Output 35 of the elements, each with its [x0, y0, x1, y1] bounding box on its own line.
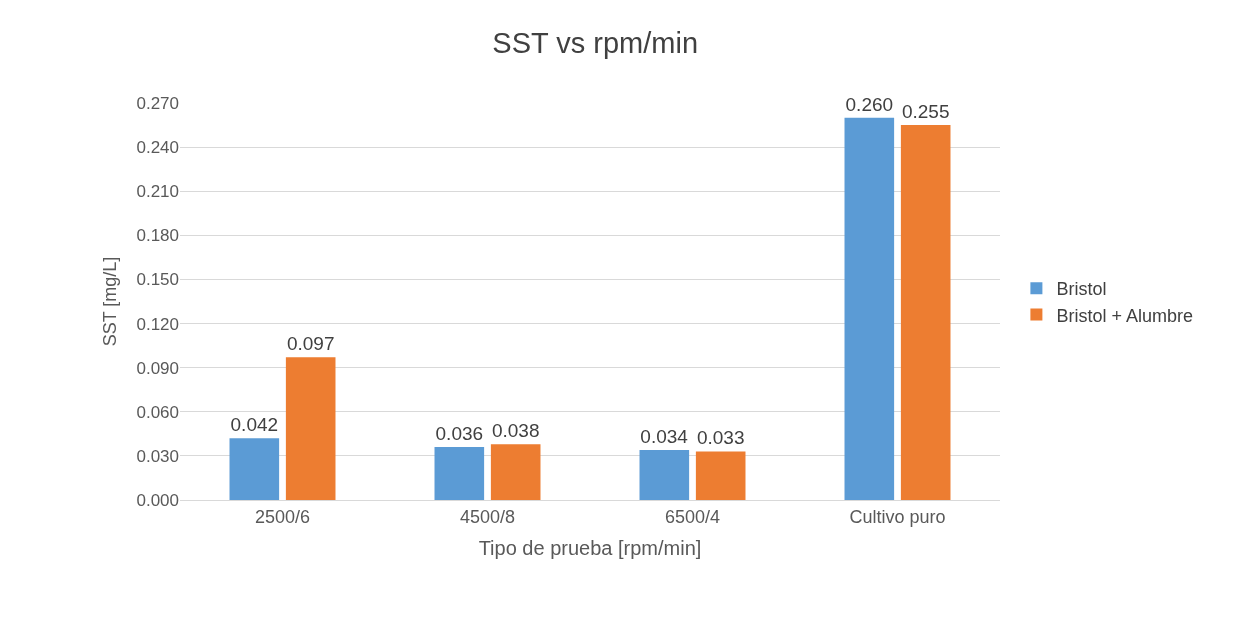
data-label: 0.036 — [435, 423, 484, 445]
y-tick-label: 0.030 — [136, 446, 179, 466]
x-axis-title: Tipo de prueba [rpm/min] — [478, 537, 702, 560]
data-label: 0.033 — [696, 427, 745, 449]
data-label: 0.097 — [286, 333, 335, 355]
x-tick-label: 4500/8 — [459, 506, 516, 527]
y-tick-label: 0.240 — [136, 138, 179, 158]
legend-label: Bristol — [1056, 279, 1107, 300]
bar — [229, 438, 280, 500]
y-tick-label: 0.120 — [136, 314, 179, 334]
data-label: 0.042 — [230, 414, 279, 436]
bar — [285, 357, 336, 500]
y-tick-label: 0.270 — [136, 93, 179, 113]
data-label: 0.038 — [491, 420, 540, 442]
bar — [490, 444, 541, 500]
y-tick-label: 0.060 — [136, 402, 179, 422]
y-tick-label: 0.090 — [136, 358, 179, 378]
y-tick-label: 0.210 — [136, 182, 179, 202]
bar — [434, 447, 485, 500]
bar — [639, 450, 690, 500]
bar — [695, 451, 746, 500]
data-label: 0.034 — [640, 426, 689, 448]
x-tick-label: 6500/4 — [664, 506, 721, 527]
bar — [844, 117, 895, 500]
chart-title: SST vs rpm/min — [492, 27, 699, 60]
y-tick-label: 0.180 — [136, 226, 179, 246]
bar — [900, 125, 951, 500]
legend-label: Bristol + Alumbre — [1056, 305, 1193, 326]
y-tick-label: 0.150 — [136, 270, 179, 290]
data-label: 0.260 — [845, 93, 894, 115]
x-tick-label: Cultivo puro — [849, 506, 946, 527]
y-axis-title: SST [mg/L] — [99, 256, 120, 347]
y-tick-label: 0.000 — [136, 490, 179, 510]
data-label: 0.255 — [901, 101, 950, 123]
x-tick-label: 2500/6 — [254, 506, 311, 527]
